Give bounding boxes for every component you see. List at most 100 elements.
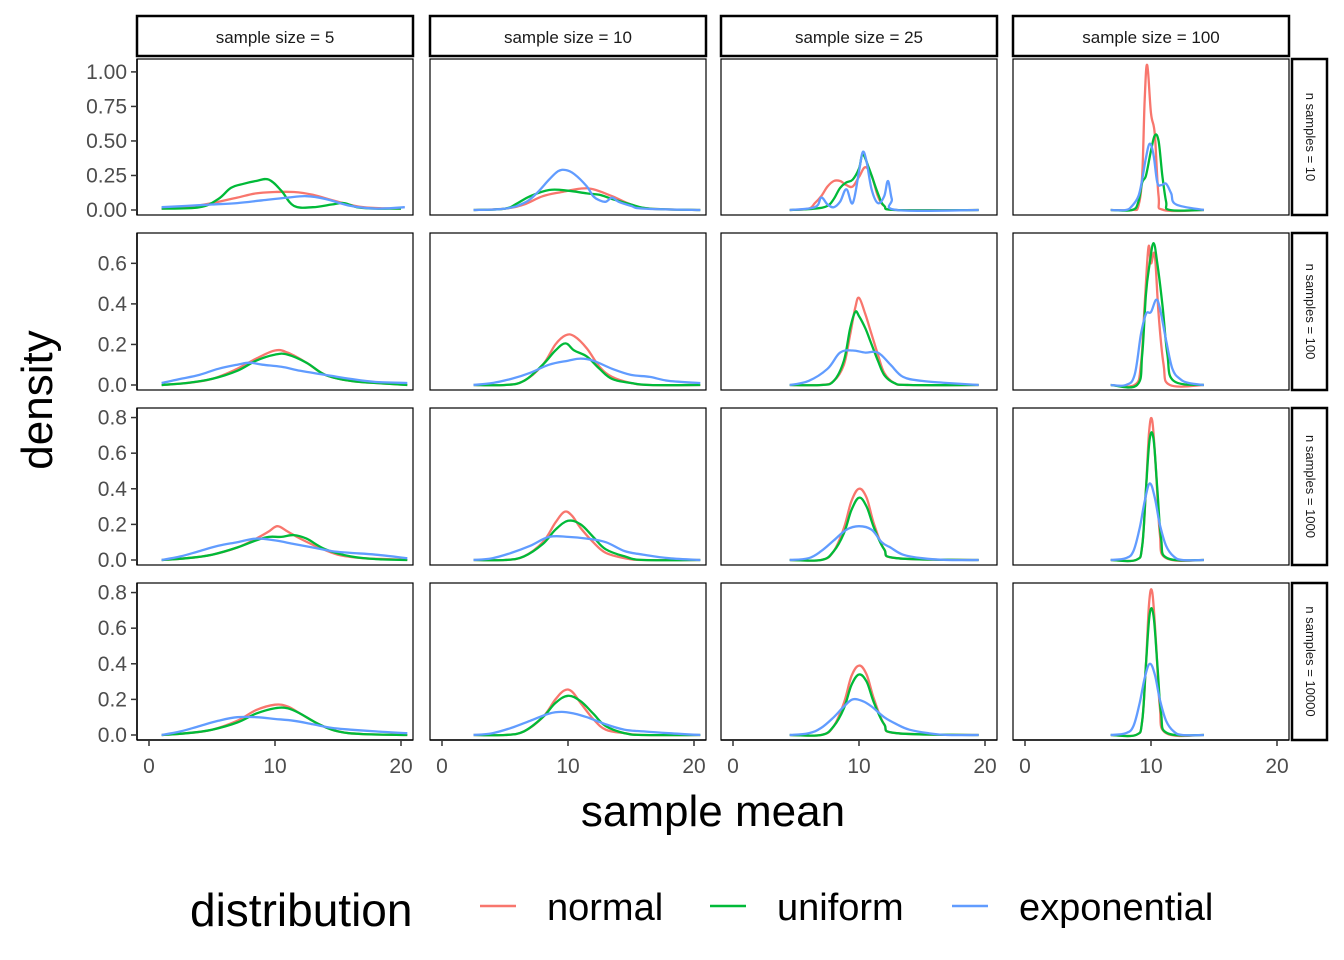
y-axes: 0.00 0.25 0.50 0.75 1.00 0.0 0.2 0.4 0.6 0.0 0.2 0.… [86,59,138,747]
panel-border [429,58,707,216]
panel [136,407,414,566]
panel-border [429,582,707,741]
y-tick-label: 0.4 [98,653,128,676]
panel [429,58,707,216]
density-line-exponential [473,710,701,737]
density-line-exponential [789,150,979,213]
y-tick-label: 1.00 [86,61,127,84]
panel-border [720,582,998,741]
panel-border [136,232,414,391]
panel [720,232,998,391]
y-tick-label: 0.6 [98,442,127,465]
y-tick-label: 0.8 [98,582,127,605]
row-strip-label: n samples = 10 [1303,93,1318,182]
density-line-exponential [473,168,701,212]
panel [720,582,998,741]
row-strip-box [1290,57,1329,217]
x-tick-label: 20 [682,755,705,778]
x-tick-label: 0 [143,755,155,778]
column-strip-box [719,14,999,58]
panel [720,58,998,216]
row-strip-box [1290,231,1329,392]
density-line-exponential [161,361,408,385]
column-strip-box [135,14,415,58]
y-tick-label: 0.75 [86,95,127,118]
legend-label-uniform: uniform [777,887,904,929]
x-axes: 0 10 20 0 10 20 0 10 20 0 10 20 [137,739,1289,778]
density-line-exponential [1110,142,1205,212]
column-facet-strips: sample size = 5 sample size = 10 sample si… [135,14,1291,58]
density-line-uniform [789,310,979,387]
panel-border [429,232,707,391]
density-line-exponential [789,525,979,562]
x-tick-label: 20 [1265,755,1288,778]
x-tick-label: 0 [727,755,739,778]
panel [1012,232,1290,391]
y-tick-label: 0.4 [98,293,128,316]
y-axis-title: density [13,330,62,469]
density-line-uniform [161,706,408,737]
density-line-exponential [1110,482,1204,562]
panel [1012,582,1290,741]
panel-border [720,58,998,216]
x-tick-label: 0 [1019,755,1031,778]
column-strip-box [1011,14,1291,58]
y-tick-label: 0.0 [98,724,127,747]
density-line-uniform [789,673,979,737]
density-line-uniform [161,352,408,387]
panel [429,232,707,391]
panel [720,407,998,566]
x-tick-label: 20 [389,755,412,778]
panel-border [136,582,414,741]
legend: distribution normal uniform exponential [190,884,1213,936]
density-line-uniform [473,188,701,212]
density-line-exponential [161,715,408,737]
density-line-normal [1110,244,1204,388]
panel [136,582,414,741]
density-line-uniform [473,342,701,387]
density-line-exponential [789,349,979,387]
y-tick-label: 0.00 [86,199,127,222]
column-strip-label: sample size = 100 [1082,28,1220,47]
row-strip-box [1290,581,1329,742]
y-tick-label: 0.0 [98,374,127,397]
density-line-uniform [1110,431,1204,563]
x-tick-label: 10 [263,755,286,778]
y-tick-label: 0.4 [98,478,128,501]
y-tick-label: 0.6 [98,252,127,275]
row-strip-label: n samples = 10000 [1303,606,1318,716]
y-tick-label: 0.2 [98,333,127,356]
panel [136,232,414,391]
column-strip-label: sample size = 25 [795,28,923,47]
row-facet-strips: n samples = 10 n samples = 100 n samples =… [1290,57,1329,742]
y-tick-label: 0.25 [86,164,127,187]
density-line-exponential [1110,662,1204,737]
panel-border [720,232,998,391]
panel-border [720,407,998,566]
panel [1012,58,1290,216]
legend-title: distribution [190,884,412,936]
panel [429,582,707,741]
panel [429,407,707,566]
panel-border [429,407,707,566]
legend-label-normal: normal [547,887,663,929]
legend-label-exponential: exponential [1019,887,1213,929]
density-line-exponential [161,537,408,562]
row-strip-label: n samples = 100 [1303,264,1318,360]
y-tick-label: 0.8 [98,407,127,430]
x-tick-label: 10 [556,755,579,778]
y-tick-label: 0.0 [98,549,127,572]
column-strip-label: sample size = 5 [216,28,335,47]
column-strip-box [428,14,708,58]
y-tick-label: 0.2 [98,688,127,711]
density-line-exponential [161,194,405,210]
x-tick-label: 0 [436,755,448,778]
panel-border [136,407,414,566]
y-tick-label: 0.50 [86,130,127,153]
density-line-uniform [1110,241,1205,389]
facet-panels [136,58,1290,741]
x-tick-label: 10 [1139,755,1162,778]
density-line-uniform [789,496,979,562]
y-tick-label: 0.6 [98,617,127,640]
